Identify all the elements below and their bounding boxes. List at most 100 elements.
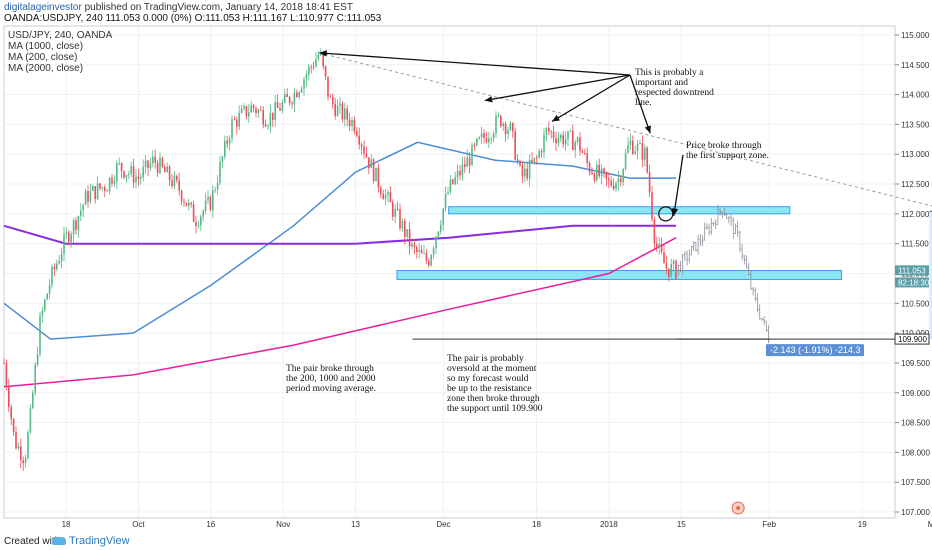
price-axis[interactable]: 107.000 107.500 108.000 108.500 109.000 109.5… bbox=[895, 31, 930, 517]
arrow-to-peak-3 bbox=[551, 74, 631, 122]
y-tick-label: 111.500 bbox=[901, 240, 929, 249]
candle-body bbox=[190, 202, 192, 205]
annotation-forecast-line: the support until 109.900 bbox=[447, 404, 543, 414]
candle-body bbox=[502, 123, 504, 127]
candle-body bbox=[538, 151, 540, 158]
price-tags: 111.053 82:18:30 109.900 bbox=[894, 265, 930, 345]
candle-body bbox=[200, 216, 202, 226]
candle-body bbox=[269, 112, 272, 126]
arrow-to-peak-4 bbox=[629, 74, 651, 134]
candle-body bbox=[252, 105, 255, 109]
arrow-to-peak-2 bbox=[484, 74, 631, 102]
candle-body bbox=[612, 185, 615, 189]
candle-body bbox=[89, 190, 92, 202]
y-tick-label: 114.000 bbox=[901, 91, 930, 100]
candle-body bbox=[101, 187, 104, 189]
candle-body bbox=[526, 168, 528, 179]
candle-body bbox=[392, 202, 394, 217]
candle-body bbox=[82, 204, 84, 211]
candle-body bbox=[257, 109, 260, 114]
x-tick-label: Oct bbox=[132, 520, 145, 529]
candle-body bbox=[312, 66, 315, 68]
candle-body bbox=[111, 177, 113, 184]
candle-body bbox=[305, 74, 308, 80]
candle-body bbox=[483, 133, 485, 138]
candle-body bbox=[60, 254, 63, 262]
candle-body bbox=[65, 232, 68, 235]
candle-body bbox=[562, 135, 564, 145]
candle-body bbox=[178, 180, 180, 191]
measure-tool[interactable]: -2.143 (-1.91%) -214.3 bbox=[766, 344, 864, 357]
y-tick-label: 112.500 bbox=[901, 180, 930, 189]
candle-body bbox=[567, 131, 569, 140]
candle-body bbox=[550, 131, 552, 133]
candle-body bbox=[10, 406, 12, 419]
candle-body bbox=[202, 210, 204, 217]
candle-body bbox=[58, 261, 60, 264]
time-axis[interactable]: 18Oct16Nov13Dec18201815Feb19Mar19 bbox=[62, 520, 932, 529]
candle-body bbox=[569, 131, 572, 132]
candle-body bbox=[22, 460, 24, 464]
y-tick-label: 113.000 bbox=[901, 150, 930, 159]
candle-body bbox=[48, 284, 51, 294]
candle-body bbox=[610, 180, 612, 186]
candle-body bbox=[423, 253, 425, 254]
candle-body bbox=[32, 392, 34, 408]
current-price-label: 111.053 bbox=[898, 266, 926, 275]
brand-name: TradingView bbox=[69, 535, 130, 547]
candle-body bbox=[336, 105, 339, 117]
candle-body bbox=[500, 115, 502, 127]
calendar-event-icon[interactable] bbox=[731, 501, 745, 515]
arrow-to-peak-2-head bbox=[484, 96, 493, 103]
candle-body bbox=[660, 244, 663, 253]
x-tick-label: Dec bbox=[436, 520, 450, 529]
candle-body bbox=[96, 183, 99, 200]
annotation-forecast-line: The pair is probably bbox=[447, 354, 524, 364]
candle-body bbox=[17, 446, 20, 449]
candles bbox=[3, 48, 677, 472]
candle-body bbox=[219, 161, 221, 183]
annotation-forecast-line: so my forecast would bbox=[447, 373, 529, 384]
candle-body bbox=[20, 446, 22, 461]
candle-body bbox=[665, 263, 668, 269]
candle-body bbox=[296, 92, 298, 98]
candle-body bbox=[197, 225, 200, 227]
candle-body bbox=[406, 228, 408, 237]
candle-body bbox=[192, 204, 195, 222]
x-tick-label: 13 bbox=[351, 520, 360, 529]
candle-body bbox=[468, 157, 471, 166]
candle-body bbox=[334, 104, 336, 117]
candle-body bbox=[365, 153, 368, 158]
candle-body bbox=[459, 170, 461, 176]
candle-body bbox=[262, 110, 264, 125]
candle-body bbox=[456, 170, 459, 178]
candle-body bbox=[147, 160, 149, 169]
candle-body bbox=[63, 234, 65, 255]
candle-body bbox=[12, 418, 15, 432]
candle-body bbox=[540, 151, 543, 153]
candle-body bbox=[154, 156, 156, 163]
candle-body bbox=[245, 106, 248, 117]
candle-body bbox=[454, 177, 456, 184]
candle-body bbox=[113, 181, 116, 184]
candle-body bbox=[224, 140, 226, 157]
candle-body bbox=[600, 168, 603, 177]
arrow-to-peak-1-head bbox=[319, 50, 327, 57]
candle-body bbox=[207, 196, 209, 201]
candle-body bbox=[3, 362, 5, 364]
candle-body bbox=[34, 364, 36, 393]
publisher-username[interactable]: digitalageinvestor bbox=[4, 2, 82, 13]
candle-body bbox=[248, 112, 250, 117]
candle-body bbox=[672, 260, 675, 264]
candle-body bbox=[428, 260, 430, 266]
candle-body bbox=[634, 151, 636, 154]
candle-body bbox=[159, 157, 161, 173]
y-tick-label: 114.500 bbox=[901, 61, 930, 70]
candle-body bbox=[670, 263, 672, 277]
legend-ma1000: MA (1000, close) bbox=[8, 41, 83, 52]
candle-body bbox=[620, 178, 622, 183]
x-tick-label: Feb bbox=[762, 520, 776, 529]
y-tick-label: 113.500 bbox=[901, 120, 930, 129]
tradingview-brand[interactable]: TradingView bbox=[52, 535, 130, 547]
